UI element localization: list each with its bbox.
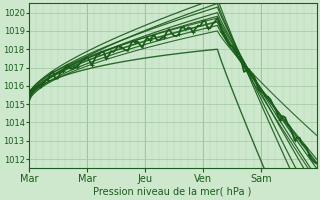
X-axis label: Pression niveau de la mer( hPa ): Pression niveau de la mer( hPa ) <box>93 187 252 197</box>
